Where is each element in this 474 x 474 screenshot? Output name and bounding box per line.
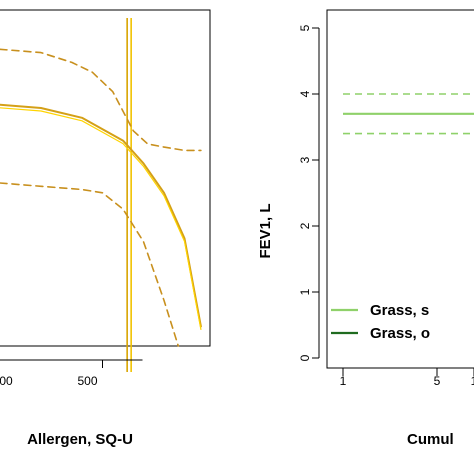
left-series-estimate (0, 103, 202, 328)
left-x-axis-label: Allergen, SQ-U (27, 431, 133, 448)
left-series-estimate-highlight (0, 107, 202, 330)
right-x-tick-label-1: 5 (434, 374, 441, 388)
right-legend: Grass, s Grass, o (331, 302, 430, 342)
right-y-axis: 0 1 2 3 4 5 (298, 24, 320, 361)
right-y-tick-label-4: 4 (298, 90, 312, 97)
right-x-tick-label-0: 1 (340, 374, 347, 388)
legend-label-0: Grass, s (370, 302, 429, 319)
right-series-group (343, 93, 474, 135)
left-series-group (0, 18, 202, 372)
left-series-upper-ci (0, 48, 202, 152)
left-plot-frame (0, 9, 211, 347)
right-y-tick-label-5: 5 (298, 24, 312, 31)
right-y-axis-label: FEV1, L (257, 203, 274, 258)
left-series-lower-ci (0, 182, 180, 347)
left-x-tick-label-500: 500 (77, 374, 97, 388)
left-x-axis: 500 00 (0, 359, 143, 388)
right-x-axis-label: Cumul (407, 431, 454, 448)
left-x-tick-label-partial: 00 (0, 374, 13, 388)
right-x-tick-label-2: 1 (471, 374, 474, 388)
right-x-axis: 1 5 1 (340, 367, 474, 388)
right-y-tick-label-3: 3 (298, 156, 312, 163)
right-y-tick-label-2: 2 (298, 222, 312, 229)
right-y-tick-label-0: 0 (298, 354, 312, 361)
legend-label-1: Grass, o (370, 325, 430, 342)
left-chart-panel: 500 00 Allergen, SQ-U (0, 9, 211, 448)
right-y-tick-label-1: 1 (298, 288, 312, 295)
